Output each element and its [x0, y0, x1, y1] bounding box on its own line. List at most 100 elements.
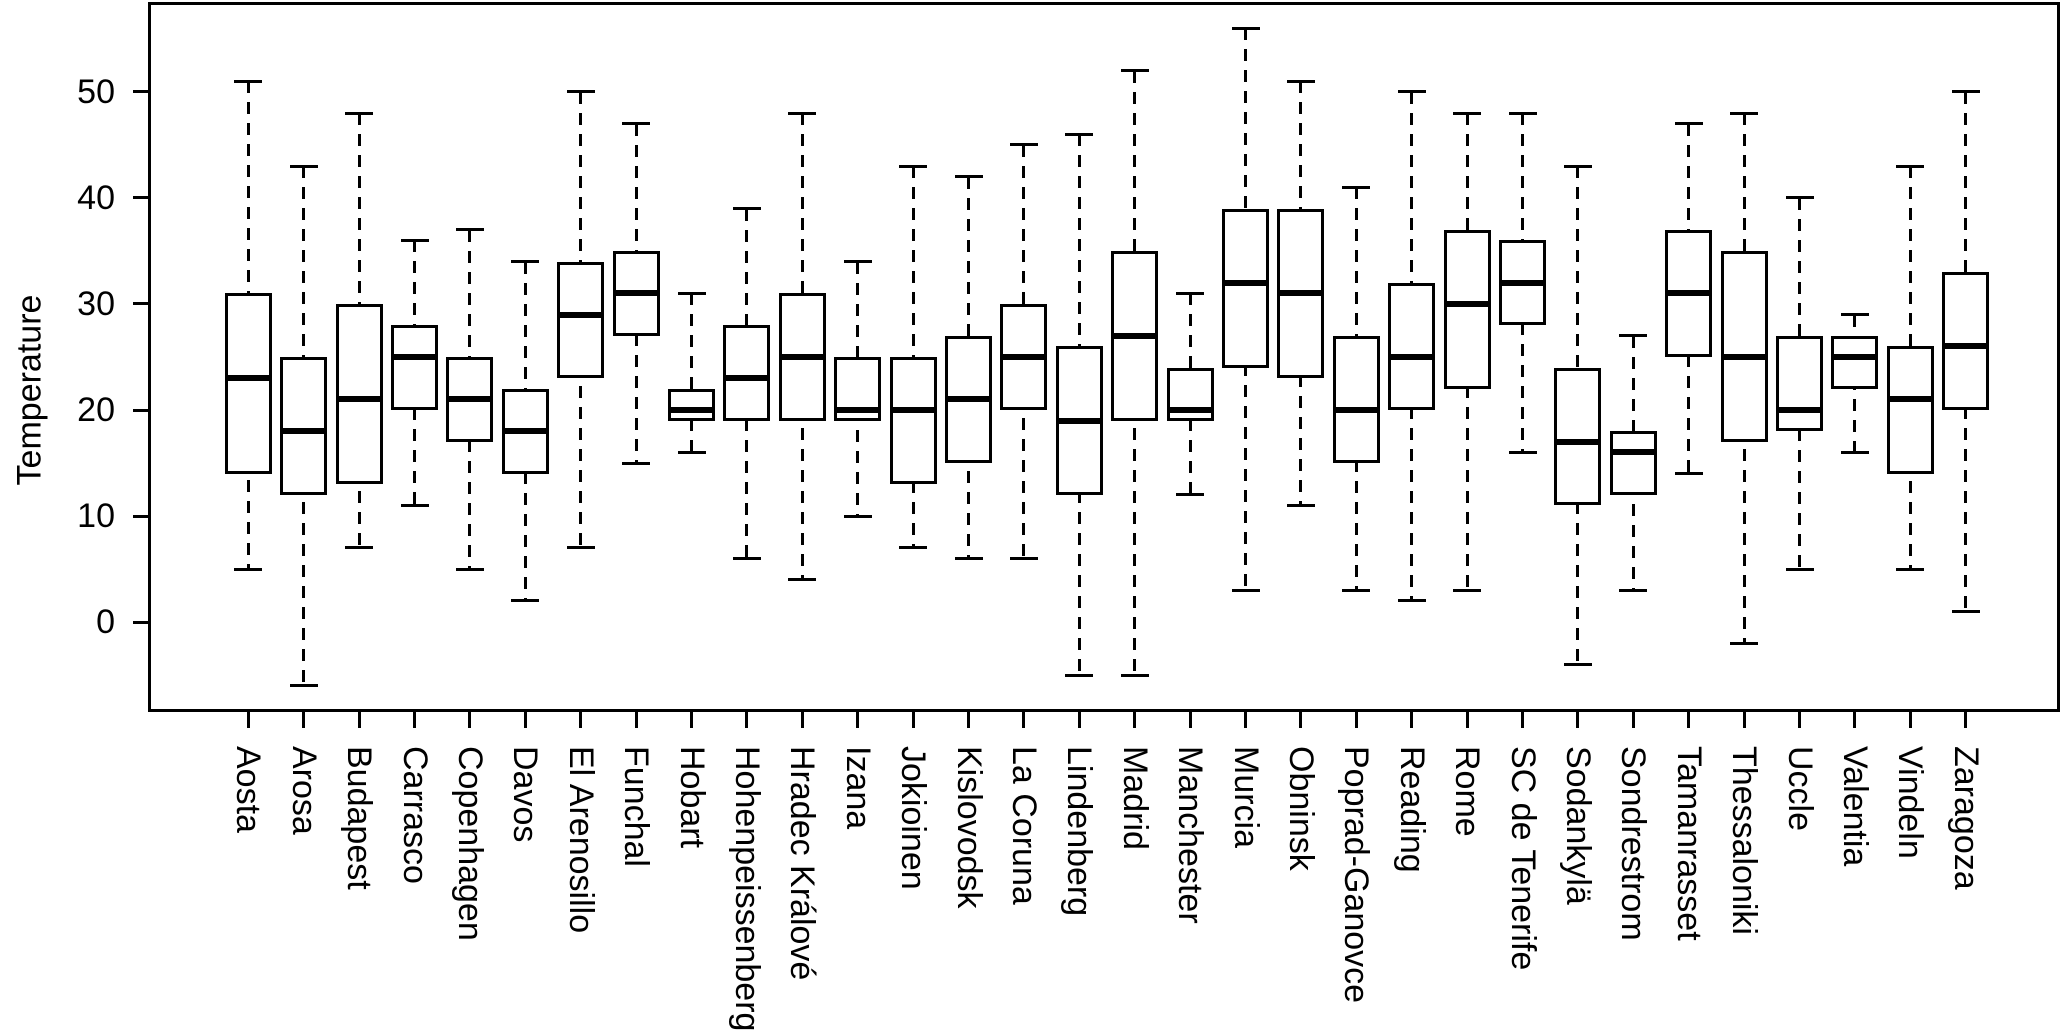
median-line [1720, 354, 1768, 360]
whisker-cap-bottom [234, 567, 263, 571]
median-line [1111, 332, 1159, 339]
y-tick [133, 620, 148, 624]
whisker-cap-bottom [511, 599, 540, 603]
y-tick [133, 196, 148, 200]
whisker-cap-top [1453, 111, 1482, 115]
whisker-cap-bottom [1785, 567, 1814, 571]
median-line [723, 375, 771, 382]
whisker-cap-top [1508, 111, 1537, 115]
whisker-cap-bottom [400, 503, 429, 507]
x-tick-label: Jokioinen [894, 746, 933, 890]
y-tick [133, 90, 148, 94]
median-line [1222, 279, 1269, 286]
median-line [501, 428, 549, 435]
x-tick-label: Tamanrasset [1669, 746, 1708, 941]
whisker-cap-bottom [1896, 567, 1925, 571]
iqr-box [557, 261, 605, 379]
whisker-cap-top [732, 207, 761, 210]
whisker-cap-top [455, 228, 484, 232]
median-line [834, 407, 882, 414]
whisker-cap-top [1231, 26, 1260, 30]
x-tick-label: Aosta [229, 746, 268, 833]
x-tick-label: Obninsk [1281, 746, 1320, 871]
x-tick [745, 712, 749, 728]
whisker-cap-top [1397, 90, 1426, 94]
whisker-cap-top [1619, 334, 1648, 338]
whisker-cap-top [1120, 69, 1149, 73]
iqr-box [668, 388, 715, 421]
plot-frame [148, 2, 2060, 712]
iqr-box [1720, 250, 1768, 442]
x-tick [856, 712, 860, 728]
whisker-cap-top [1009, 143, 1038, 147]
x-tick [1354, 712, 1358, 728]
x-tick [1742, 712, 1746, 728]
y-tick-label: 30 [77, 284, 115, 323]
x-tick-label: Carrasco [395, 746, 434, 884]
x-tick [413, 712, 416, 728]
x-tick-label: Izana [838, 746, 877, 830]
x-tick [1964, 712, 1968, 728]
whisker-cap-bottom [1730, 641, 1759, 645]
x-tick [634, 712, 638, 728]
x-tick [246, 712, 250, 728]
iqr-box [280, 357, 328, 495]
whisker-cap-bottom [1619, 588, 1648, 592]
median-line [1277, 290, 1325, 297]
x-tick-label: Hohenpeissenberg [727, 746, 766, 1031]
median-line [1942, 343, 1990, 350]
median-line [612, 290, 660, 297]
x-tick [1521, 712, 1524, 728]
x-tick [1465, 712, 1469, 728]
x-tick [1022, 712, 1026, 728]
whisker-cap-top [954, 175, 983, 179]
y-tick-label: 40 [77, 178, 115, 217]
x-tick [579, 712, 583, 728]
x-tick-label: El Arenosillo [561, 746, 600, 934]
iqr-box [1554, 367, 1602, 506]
median-line [1886, 396, 1934, 403]
x-tick-label: SC de Tenerife [1503, 746, 1542, 971]
x-tick-label: Copenhagen [450, 746, 489, 941]
whisker-cap-top [234, 79, 263, 83]
median-line [889, 407, 937, 414]
whisker-line [911, 166, 915, 548]
whisker-cap-top [843, 260, 872, 264]
x-tick [1077, 712, 1081, 728]
x-tick [911, 712, 915, 728]
x-tick-label: Madrid [1115, 746, 1154, 850]
median-line [446, 396, 494, 403]
median-line [335, 396, 383, 403]
y-tick-label: 50 [77, 72, 115, 111]
iqr-box [1776, 335, 1823, 432]
whisker-cap-top [1065, 132, 1094, 136]
whisker-cap-bottom [622, 461, 651, 465]
iqr-box [1388, 282, 1436, 411]
whisker-line [690, 293, 693, 453]
whisker-cap-bottom [732, 557, 761, 561]
iqr-box [723, 325, 771, 421]
median-line [1166, 407, 1214, 414]
x-tick-label: Thessaloniki [1725, 746, 1764, 935]
x-tick-label: Funchal [617, 746, 656, 867]
median-line [945, 396, 992, 403]
whisker-cap-bottom [843, 514, 872, 518]
median-line [224, 375, 272, 382]
x-tick-label: Hradec Králové [783, 746, 822, 981]
whisker-cap-top [345, 111, 374, 115]
median-line [1499, 279, 1546, 286]
whisker-cap-bottom [1065, 673, 1094, 677]
x-tick-label: Reading [1392, 746, 1431, 873]
x-tick-label: Zaragoza [1946, 746, 1985, 890]
x-tick-label: Hobart [672, 746, 711, 849]
x-tick-label: Kislovodsk [949, 746, 988, 909]
whisker-cap-top [1840, 313, 1869, 317]
whisker-cap-top [566, 90, 595, 94]
iqr-box [1332, 335, 1380, 464]
median-line [1388, 354, 1436, 360]
x-tick-label: Poprad-Ganovce [1337, 746, 1376, 1004]
y-tick-label: 20 [77, 391, 115, 430]
whisker-cap-bottom [1286, 503, 1315, 507]
whisker-cap-top [1286, 79, 1315, 83]
x-tick [690, 712, 693, 728]
